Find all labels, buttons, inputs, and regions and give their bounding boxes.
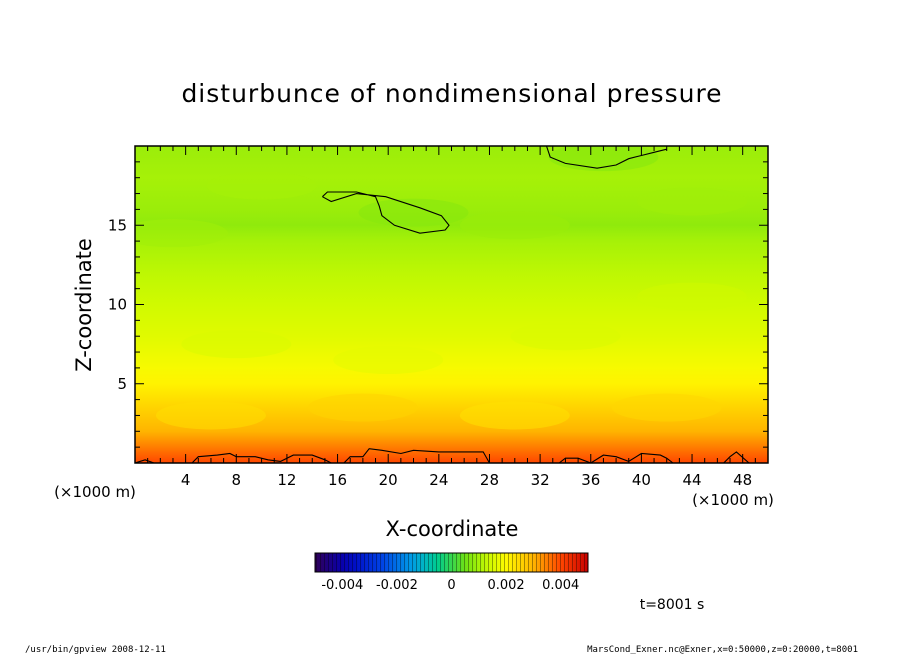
colorbar-tick-label: -0.004 — [321, 578, 363, 593]
y-tick-label: 10 — [108, 296, 127, 314]
field-patch — [181, 330, 292, 359]
x-axis-label: X-coordinate — [386, 517, 519, 541]
contour-line — [135, 448, 750, 463]
y-axis-label: Z-coordinate — [72, 238, 96, 372]
x-tick-label: 4 — [181, 471, 191, 489]
field-patch — [637, 187, 748, 216]
x-tick-label: 24 — [429, 471, 448, 489]
field-patch — [358, 198, 469, 227]
field-patch — [459, 401, 570, 430]
field-patch — [333, 345, 444, 374]
colorbar-tick-label: 0.002 — [487, 578, 524, 593]
time-label: t=8001 s — [640, 597, 705, 613]
field-patch — [637, 282, 748, 311]
field-patch — [459, 211, 570, 240]
x-unit-left: (×1000 m) — [54, 483, 136, 501]
field-patch — [206, 171, 317, 200]
x-tick-label: 32 — [531, 471, 550, 489]
field-patch — [155, 401, 266, 430]
field-patch — [307, 393, 418, 422]
field-patch — [510, 322, 621, 351]
contour-lines — [135, 146, 750, 463]
y-axis: 5 10 15 — [108, 145, 768, 464]
chart-title: disturbunce of nondimensional pressure — [181, 79, 722, 108]
contour-line — [545, 146, 667, 169]
colorbar-tick-label: -0.002 — [376, 578, 418, 593]
y-tick-label: 15 — [108, 216, 127, 234]
x-tick-label: 48 — [733, 471, 752, 489]
colorbar-stripes — [315, 553, 588, 572]
colorbar-ticks: -0.004 -0.002 0 0.002 0.004 — [321, 578, 579, 593]
x-tick-label: 20 — [379, 471, 398, 489]
x-tick-label: 40 — [632, 471, 651, 489]
footer-left: /usr/bin/gpview 2008-12-11 — [25, 645, 166, 654]
field-patch — [135, 219, 228, 248]
colorbar-tick-label: 0 — [447, 578, 455, 593]
field-patch — [611, 393, 722, 422]
field-variations — [135, 146, 748, 430]
colorbar-tick-label: 0.004 — [542, 578, 579, 593]
y-tick-label: 5 — [117, 375, 127, 393]
x-tick-label: 44 — [682, 471, 701, 489]
x-unit-right: (×1000 m) — [692, 491, 774, 509]
x-tick-label: 36 — [581, 471, 600, 489]
x-tick-label: 16 — [328, 471, 347, 489]
x-tick-label: 12 — [277, 471, 296, 489]
x-tick-label: 8 — [232, 471, 242, 489]
footer-right: MarsCond_Exner.nc@Exner,x=0:50000,z=0:20… — [587, 645, 858, 654]
contour-line — [322, 191, 450, 234]
x-axis: 4 8 12 16 20 24 28 32 36 40 44 48 — [134, 146, 769, 489]
x-tick-label: 28 — [480, 471, 499, 489]
